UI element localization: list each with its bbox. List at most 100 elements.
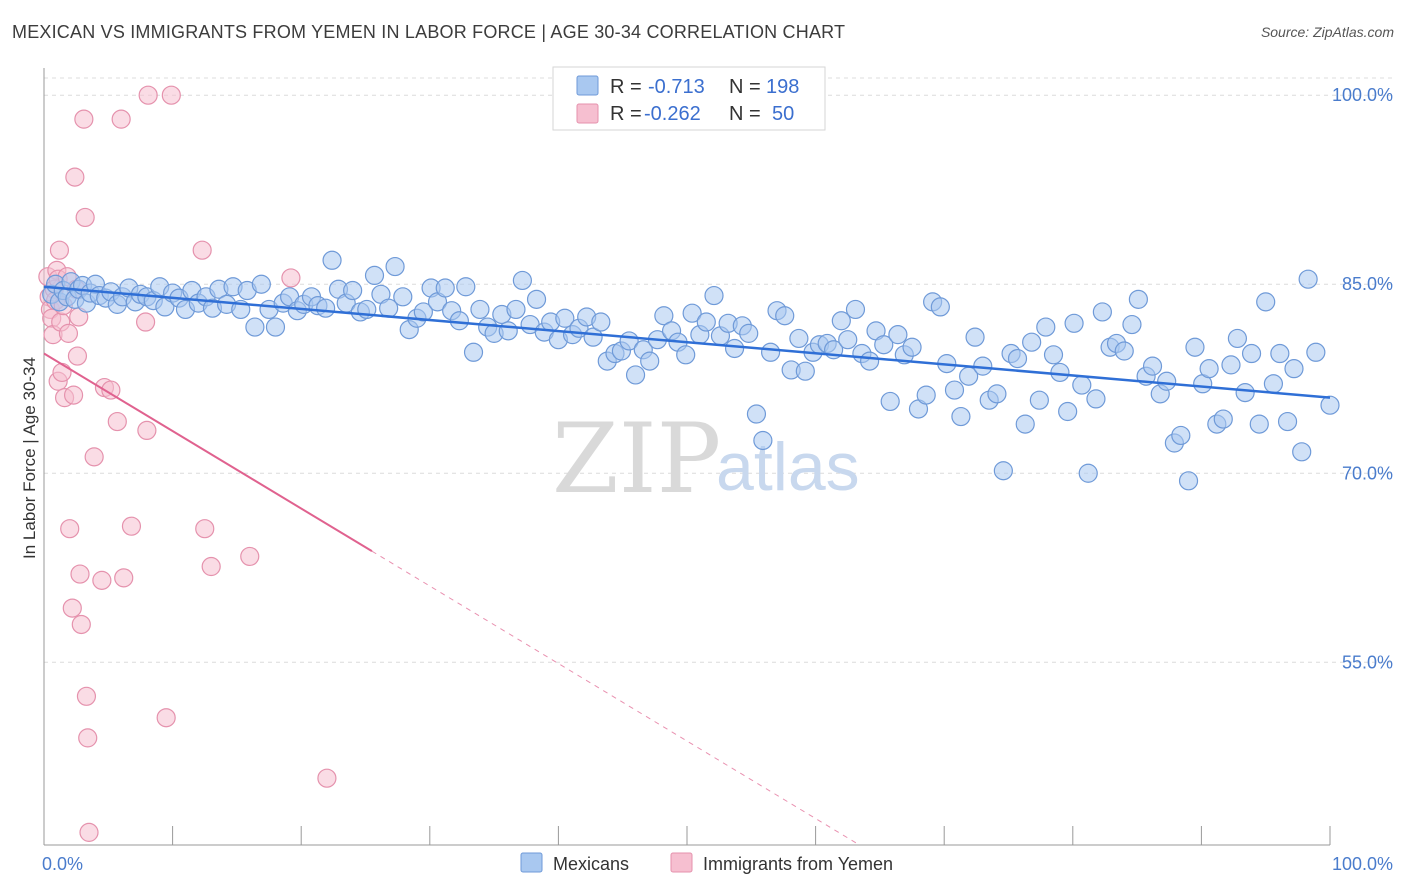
data-point bbox=[316, 298, 336, 318]
bottom-legend-label: Immigrants from Yemen bbox=[703, 854, 893, 874]
data-point bbox=[902, 337, 922, 357]
data-point bbox=[1007, 348, 1028, 369]
bottom-legend-swatch-blue bbox=[520, 852, 543, 873]
trend-lines bbox=[43, 285, 1331, 846]
y-tick-label: 85.0% bbox=[1342, 274, 1393, 294]
data-point bbox=[1270, 343, 1290, 364]
y-tick-label: 55.0% bbox=[1342, 652, 1393, 672]
data-point bbox=[746, 404, 767, 424]
data-point bbox=[121, 516, 142, 536]
data-point bbox=[760, 342, 781, 362]
legend-n-value: 50 bbox=[772, 103, 794, 125]
data-point bbox=[385, 256, 405, 277]
data-point bbox=[435, 278, 455, 298]
data-point bbox=[393, 287, 413, 307]
data-point bbox=[1320, 395, 1340, 415]
bottom-legend-label: Mexicans bbox=[553, 854, 629, 874]
data-point bbox=[682, 303, 702, 323]
data-point bbox=[470, 299, 490, 320]
data-point bbox=[265, 317, 286, 337]
data-point bbox=[1277, 411, 1298, 432]
source-label: Source: ZipAtlas.com bbox=[1260, 24, 1394, 40]
data-point bbox=[92, 570, 112, 590]
data-point bbox=[1185, 337, 1205, 357]
data-point bbox=[1092, 302, 1112, 322]
watermark-zip: ZIP bbox=[552, 403, 721, 515]
data-point bbox=[775, 306, 795, 326]
data-point bbox=[76, 686, 97, 706]
data-point bbox=[240, 546, 260, 567]
data-point bbox=[930, 297, 950, 317]
data-point bbox=[1078, 463, 1098, 483]
data-point bbox=[993, 461, 1013, 481]
data-point bbox=[135, 312, 156, 332]
data-point bbox=[156, 708, 176, 728]
data-point bbox=[591, 312, 611, 332]
data-point bbox=[951, 406, 971, 427]
data-point bbox=[192, 240, 212, 260]
data-point bbox=[1064, 313, 1084, 333]
data-point bbox=[317, 768, 337, 788]
data-point bbox=[1213, 409, 1233, 429]
data-point bbox=[75, 207, 95, 228]
data-point bbox=[161, 85, 181, 105]
data-point bbox=[137, 420, 157, 441]
data-point bbox=[916, 385, 936, 405]
data-point bbox=[1221, 355, 1241, 375]
data-point bbox=[71, 614, 91, 635]
data-point bbox=[625, 365, 646, 385]
data-point bbox=[84, 447, 104, 467]
data-point bbox=[944, 380, 965, 400]
data-point bbox=[1086, 389, 1106, 409]
y-tick-labels: 55.0% 70.0% 85.0% 100.0% bbox=[1332, 85, 1393, 672]
data-point bbox=[1058, 401, 1078, 422]
data-point bbox=[67, 346, 88, 366]
data-point bbox=[245, 317, 265, 337]
data-point bbox=[640, 351, 660, 371]
data-point bbox=[696, 312, 716, 332]
data-point bbox=[965, 327, 985, 347]
trend-line-yemen bbox=[43, 352, 373, 553]
data-point bbox=[1043, 345, 1064, 365]
data-point bbox=[138, 85, 158, 105]
data-point bbox=[79, 822, 99, 842]
data-point bbox=[1050, 362, 1070, 383]
data-point bbox=[789, 328, 809, 349]
data-point bbox=[78, 728, 98, 748]
data-point bbox=[498, 321, 518, 341]
data-point bbox=[70, 564, 90, 584]
x-tick-labels: 0.0% 100.0% bbox=[42, 854, 1393, 874]
legend-n-value: 198 bbox=[766, 76, 799, 98]
data-point bbox=[1298, 269, 1318, 289]
data-point bbox=[63, 385, 84, 405]
data-point bbox=[1249, 414, 1269, 434]
data-point bbox=[114, 568, 134, 588]
data-point bbox=[62, 598, 82, 618]
data-point bbox=[52, 362, 72, 383]
data-point bbox=[880, 391, 900, 412]
data-point bbox=[845, 299, 866, 320]
watermark: ZIP atlas bbox=[552, 403, 860, 515]
data-point bbox=[201, 556, 221, 577]
axes bbox=[43, 68, 1331, 846]
bottom-legend-swatch-pink bbox=[670, 852, 693, 873]
data-point bbox=[724, 338, 745, 359]
trend-line-mexicans bbox=[43, 285, 1331, 399]
data-point bbox=[704, 285, 724, 306]
data-point bbox=[251, 274, 271, 294]
data-point bbox=[987, 384, 1007, 404]
y-axis-label: In Labor Force | Age 30-34 bbox=[20, 357, 39, 559]
data-point bbox=[281, 268, 301, 288]
data-point bbox=[1029, 390, 1049, 410]
data-point bbox=[1178, 471, 1199, 491]
legend-n-label: N = bbox=[729, 76, 761, 98]
data-point bbox=[456, 277, 476, 297]
data-point bbox=[1072, 375, 1092, 395]
data-point bbox=[58, 323, 79, 343]
watermark-atlas: atlas bbox=[716, 429, 860, 505]
data-point bbox=[1199, 359, 1219, 379]
data-point bbox=[654, 306, 674, 326]
data-point bbox=[1306, 342, 1326, 362]
data-point bbox=[1292, 442, 1312, 462]
